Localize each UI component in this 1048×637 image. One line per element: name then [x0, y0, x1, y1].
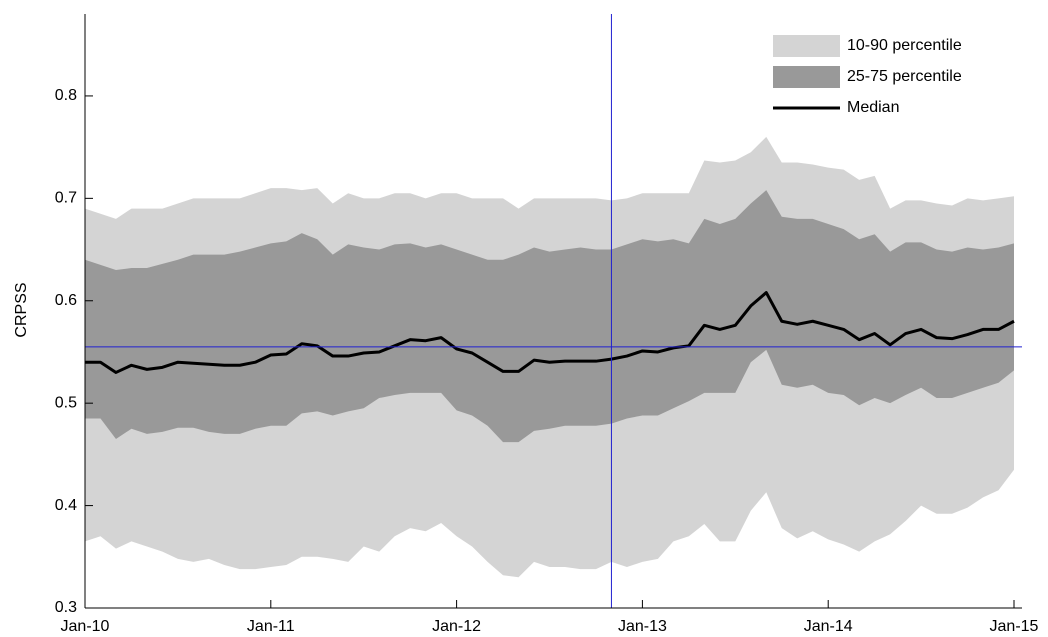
y-tick-label: 0.6: [55, 292, 77, 309]
y-tick-label: 0.7: [55, 190, 77, 207]
x-tick-label: Jan-10: [61, 618, 110, 635]
x-tick-label: Jan-11: [247, 618, 295, 635]
y-tick-label: 0.4: [55, 497, 77, 514]
legend-label: 25-75 percentile: [847, 68, 962, 85]
legend-swatch: [773, 35, 840, 57]
y-axis-label: CRPSS: [13, 282, 30, 337]
legend-label: 10-90 percentile: [847, 37, 962, 54]
median-line: [85, 291, 1015, 374]
legend-label: Median: [847, 99, 899, 116]
x-tick-label: Jan-13: [618, 618, 667, 635]
x-tick-label: Jan-15: [990, 618, 1039, 635]
y-tick-label: 0.5: [55, 394, 77, 411]
x-tick-label: Jan-14: [804, 618, 853, 635]
x-tick-label: Jan-12: [432, 618, 481, 635]
legend-swatch: [773, 66, 840, 88]
band-area: [85, 190, 1014, 443]
y-tick-label: 0.3: [55, 599, 77, 616]
y-tick-label: 0.8: [55, 87, 77, 104]
